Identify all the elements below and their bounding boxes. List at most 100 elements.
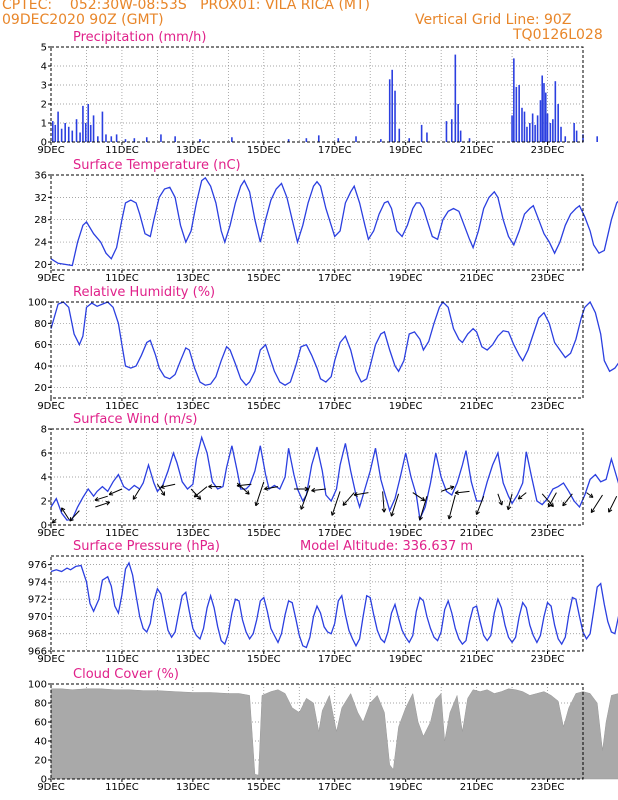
wind-arrow-head	[193, 493, 199, 498]
precipitation-bar	[541, 75, 544, 142]
y-tick-label: 20	[34, 756, 47, 767]
x-tick-label: 17DEC	[318, 273, 352, 284]
wind-arrow	[160, 483, 176, 488]
precipitation-bar	[145, 137, 148, 142]
x-tick-label: 21DEC	[460, 528, 494, 539]
x-tick-label: 17DEC	[318, 654, 352, 665]
panel-title: Relative Humidity (%)	[73, 285, 215, 300]
wind-arrow	[342, 492, 355, 506]
wind-arrow-head	[562, 501, 567, 507]
precipitation-bar	[511, 115, 513, 142]
wind-arrow	[95, 501, 110, 508]
x-tick-label: 19DEC	[389, 401, 423, 412]
precipitation-bar	[544, 92, 547, 142]
wind-arrow	[412, 492, 426, 502]
wind-arrow-head	[245, 490, 250, 495]
wind-arrow-head	[381, 508, 387, 513]
precipitation-bar	[543, 83, 545, 142]
wind-arrow-head	[547, 502, 553, 508]
wind-arrow	[61, 507, 70, 520]
precipitation-bar	[79, 132, 81, 142]
wind-arrow-head	[506, 505, 512, 511]
precipitation-bar	[539, 100, 542, 142]
precipitation-bar	[445, 121, 448, 142]
wind-arrow-head	[160, 484, 165, 489]
wind-arrow	[108, 488, 123, 496]
x-tick-label: 11DEC	[105, 401, 139, 412]
x-tick-label: 15DEC	[247, 273, 281, 284]
wind-arrow	[476, 496, 485, 515]
wind-arrow	[448, 494, 456, 520]
wind-arrow-head	[108, 491, 114, 496]
x-tick-label: 23DEC	[531, 145, 565, 156]
y-tick-label: 28	[34, 215, 47, 226]
wind-arrow	[236, 482, 250, 495]
wind-arrow-head	[330, 511, 336, 516]
y-tick-label: 4	[41, 62, 47, 73]
y-tick-label: 8	[41, 425, 47, 436]
y-tick-label: 4	[41, 473, 47, 484]
precipitation-bar	[575, 130, 578, 142]
header-station-line: CPTEC: 052:30W-08:53S PROX01: VILA RICA …	[2, 0, 371, 13]
wind-arrow-head	[69, 516, 74, 522]
precipitation-bar	[89, 124, 92, 142]
precipitation-bar	[84, 123, 87, 142]
panel-frame	[50, 428, 584, 526]
precipitation-bar	[380, 139, 382, 142]
wind-arrow-head	[61, 507, 66, 512]
x-tick-label: 9DEC	[37, 782, 64, 793]
wind-arrow-head	[353, 492, 358, 497]
x-tick-label: 13DEC	[176, 528, 210, 539]
x-tick-label: 13DEC	[176, 273, 210, 284]
wind-arrow	[562, 493, 573, 507]
wind-arrow	[311, 488, 326, 492]
wind-arrow-head	[590, 508, 596, 514]
precipitation-bar	[92, 115, 95, 142]
precipitation-bar	[523, 111, 526, 142]
precipitation-bar	[534, 124, 536, 142]
x-tick-label: 21DEC	[460, 273, 494, 284]
y-tick-label: 60	[34, 718, 47, 729]
x-tick-label: 13DEC	[176, 654, 210, 665]
precipitation-bar	[160, 134, 162, 142]
wind-arrow	[497, 493, 503, 506]
wind-arrow	[132, 488, 141, 500]
x-tick-label: 19DEC	[389, 654, 423, 665]
x-tick-label: 9DEC	[37, 528, 64, 539]
precipitation-bar	[546, 113, 549, 142]
y-tick-label: 976	[28, 560, 47, 571]
y-tick-label: 1	[41, 119, 47, 130]
x-tick-label: 15DEC	[247, 528, 281, 539]
precipitation-bar	[355, 136, 357, 142]
precipitation-bar	[420, 124, 423, 142]
y-tick-label: 2	[41, 100, 47, 111]
wind-arrow	[353, 492, 369, 496]
y-tick-label: 974	[28, 577, 47, 588]
y-tick-label: 32	[34, 193, 47, 204]
precipitation-bar	[115, 134, 118, 142]
panel-frame	[50, 174, 584, 271]
precipitation-bar	[97, 136, 99, 142]
precipitation-bar	[454, 54, 457, 142]
panel-frame	[50, 301, 584, 399]
x-tick-label: 21DEC	[460, 654, 494, 665]
precipitation-bar	[573, 123, 575, 142]
wind-arrow-head	[254, 501, 260, 507]
x-tick-label: 15DEC	[247, 145, 281, 156]
panel-title: Cloud Cover (%)	[73, 667, 179, 682]
precipitation-bar	[408, 138, 411, 142]
x-tick-label: 21DEC	[460, 782, 494, 793]
precipitation-bar	[518, 85, 520, 142]
precipitation-bar	[54, 124, 57, 142]
precipitation-bar	[124, 139, 127, 142]
wind-arrow	[390, 493, 400, 517]
wind-arrow-head	[94, 496, 99, 502]
x-tick-label: 21DEC	[460, 401, 494, 412]
wind-arrow-head	[311, 487, 316, 493]
wind-arrow	[236, 483, 252, 487]
y-tick-label: 80	[34, 699, 47, 710]
wind-arrow	[419, 496, 428, 521]
y-tick-label: 20	[34, 260, 47, 271]
header-model-code: TQ0126L028	[513, 27, 603, 43]
x-tick-label: 11DEC	[105, 782, 139, 793]
